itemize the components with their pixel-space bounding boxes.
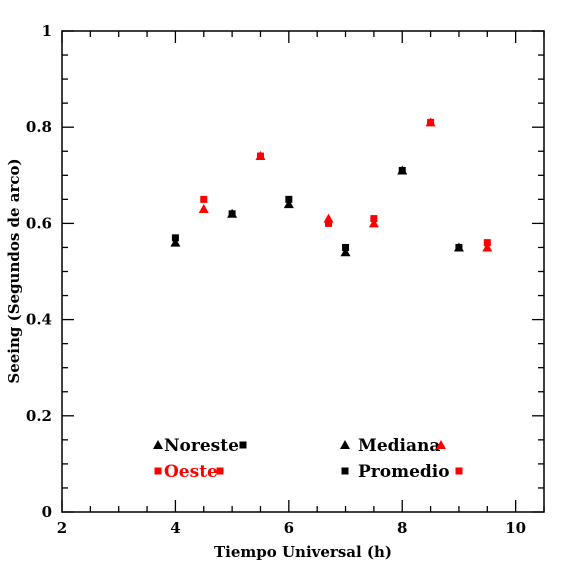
x-tick-label: 2 bbox=[57, 519, 67, 537]
point-triangle bbox=[482, 242, 493, 252]
legend: Noreste Oeste Mediana Promedio bbox=[153, 436, 463, 482]
tick-labels: 2 4 6 8 10 0 0.2 0.4 0.6 0.8 1 bbox=[26, 22, 526, 537]
x-axis-label: Tiempo Universal (h) bbox=[214, 543, 392, 561]
legend-stat-label: Mediana bbox=[358, 436, 440, 456]
y-tick-label: 0.2 bbox=[26, 407, 52, 425]
y-tick-label: 0.8 bbox=[26, 118, 52, 136]
point-triangle bbox=[227, 208, 238, 218]
x-tick-label: 6 bbox=[284, 519, 294, 537]
point-triangle bbox=[170, 237, 181, 247]
point-triangle bbox=[340, 247, 351, 257]
y-tick-label: 0.6 bbox=[26, 214, 52, 232]
legend-marker-triangle bbox=[340, 440, 350, 449]
x-tick-label: 8 bbox=[397, 519, 407, 537]
x-tick-label: 10 bbox=[505, 519, 526, 537]
plot-frame bbox=[61, 30, 545, 513]
legend-site-label: Noreste bbox=[164, 436, 239, 456]
point-triangle bbox=[425, 117, 436, 127]
legend-marker-square bbox=[455, 467, 463, 475]
point-triangle bbox=[198, 203, 209, 213]
point-triangle bbox=[255, 151, 266, 161]
point-square bbox=[200, 195, 208, 203]
point-triangle bbox=[368, 218, 379, 228]
data-points bbox=[170, 117, 493, 257]
point-triangle bbox=[323, 213, 334, 223]
axis-ticks bbox=[61, 30, 545, 513]
x-tick-label: 4 bbox=[170, 519, 180, 537]
point-square bbox=[325, 219, 333, 227]
legend-marker-triangle bbox=[153, 440, 163, 449]
y-tick-label: 0.4 bbox=[26, 311, 52, 329]
point-triangle bbox=[397, 165, 408, 175]
legend-marker-square bbox=[341, 467, 349, 475]
legend-marker-square bbox=[154, 467, 162, 475]
y-axis-label: Seeing (Segundos de arco) bbox=[5, 158, 23, 383]
point-triangle bbox=[453, 242, 464, 252]
legend-marker-square bbox=[216, 467, 224, 475]
point-triangle bbox=[283, 199, 294, 209]
legend-marker-triangle bbox=[436, 440, 446, 449]
y-tick-label: 0 bbox=[42, 503, 52, 521]
y-tick-label: 1 bbox=[42, 22, 52, 40]
legend-marker-square bbox=[239, 441, 247, 449]
legend-site-label: Oeste bbox=[164, 462, 218, 482]
legend-stat-label: Promedio bbox=[358, 462, 450, 482]
